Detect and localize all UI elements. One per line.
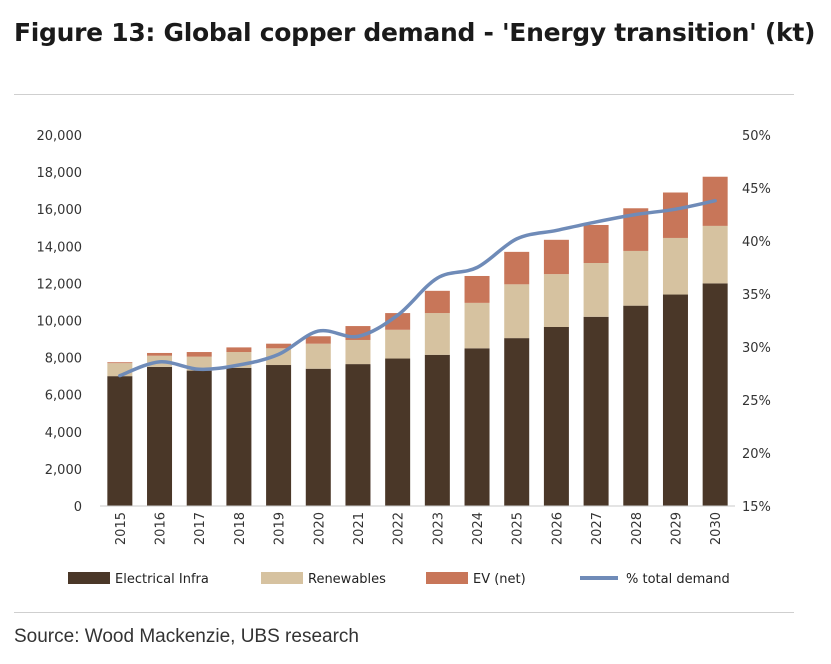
top-divider [14,94,794,95]
x-tick-label: 2028 [630,512,645,545]
left-tick-label: 4,000 [45,426,82,441]
right-tick-label: 30% [742,341,771,356]
bar-renewables-2024 [464,302,490,349]
bar-electrical-infra-2030 [702,283,728,506]
x-tick-label: 2025 [511,512,526,545]
right-tick-label: 25% [742,394,771,409]
bar-electrical-infra-2028 [623,305,649,506]
bar-electrical-infra-2029 [662,294,688,506]
bar-ev-net-2027 [583,224,609,263]
x-tick-label: 2027 [590,512,605,545]
x-tick-label: 2022 [392,512,407,545]
left-tick-label: 6,000 [45,389,82,404]
x-tick-label: 2015 [114,512,129,545]
left-tick-label: 20,000 [37,129,83,144]
legend-swatch [426,572,468,584]
bar-ev-net-2018 [226,347,252,353]
x-tick-label: 2016 [154,512,169,545]
bar-electrical-infra-2018 [226,367,252,506]
left-tick-label: 2,000 [45,463,82,478]
right-tick-label: 15% [742,500,771,515]
bar-renewables-2027 [583,262,609,317]
bar-renewables-2020 [305,343,331,369]
bar-ev-net-2020 [305,336,331,344]
bar-renewables-2026 [543,274,569,327]
bar-electrical-infra-2025 [504,338,530,506]
bar-ev-net-2019 [266,343,292,349]
x-tick-label: 2020 [312,512,327,545]
left-tick-label: 0 [74,500,82,515]
right-tick-label: 20% [742,447,771,462]
left-tick-label: 8,000 [45,352,82,367]
bar-ev-net-2017 [186,352,212,357]
left-axis: 0 2,000 4,000 6,000 8,000 10,000 12,000 14,000 1… [37,129,83,515]
bar-renewables-2025 [504,284,530,339]
bar-ev-net-2016 [147,352,173,356]
bar-ev-net-2029 [662,192,688,238]
legend-label: Electrical Infra [115,572,209,587]
x-axis: 2015 2016 2017 2018 2019 2020 2021 2022 2023 2024… [114,512,724,545]
right-tick-label: 50% [742,129,771,144]
bar-ev-net-2022 [385,313,411,330]
legend-swatch [261,572,303,584]
x-tick-label: 2029 [669,512,684,545]
chart: 0 2,000 4,000 6,000 8,000 10,000 12,000 14,000 1… [37,129,771,587]
x-tick-label: 2019 [273,512,288,545]
bars [107,176,728,506]
right-tick-label: 40% [742,235,771,250]
bar-electrical-infra-2024 [464,348,490,506]
x-tick-label: 2023 [431,512,446,545]
left-tick-label: 10,000 [37,315,83,330]
bar-ev-net-2025 [504,251,530,285]
right-tick-label: 45% [742,182,771,197]
legend-swatch [68,572,110,584]
right-tick-label: 35% [742,288,771,303]
left-tick-label: 18,000 [37,166,83,181]
bar-ev-net-2026 [543,239,569,275]
bar-renewables-2030 [702,225,728,284]
bar-ev-net-2023 [424,290,450,314]
chart-title: Figure 13: Global copper demand - 'Energ… [14,18,816,47]
bar-electrical-infra-2023 [424,354,450,506]
bottom-divider [14,612,794,613]
bar-electrical-infra-2021 [345,364,371,506]
bar-electrical-infra-2022 [385,358,411,506]
bar-electrical-infra-2027 [583,316,609,506]
bar-electrical-infra-2020 [305,368,331,506]
x-tick-label: 2030 [709,512,724,545]
bar-electrical-infra-2016 [147,366,173,506]
percent-line-series [118,198,717,378]
bar-renewables-2022 [385,329,411,359]
x-tick-label: 2026 [550,512,565,545]
right-axis: 15% 20% 25% 30% 35% 40% 45% 50% [742,129,771,515]
bar-ev-net-2024 [464,275,490,303]
legend-label: % total demand [626,572,730,587]
bar-renewables-2029 [662,237,688,295]
bar-renewables-2028 [623,250,649,306]
bar-electrical-infra-2026 [543,326,569,506]
left-tick-label: 16,000 [37,203,83,218]
legend: Electrical Infra Renewables EV (net) % tota… [68,572,730,587]
bar-renewables-2021 [345,339,371,365]
x-tick-label: 2018 [233,512,248,545]
x-tick-label: 2021 [352,512,367,545]
x-tick-label: 2024 [471,512,486,545]
bar-ev-net-2015 [107,362,133,364]
bar-electrical-infra-2017 [186,370,212,506]
left-tick-label: 12,000 [37,277,83,292]
bar-electrical-infra-2015 [107,376,133,506]
bar-renewables-2023 [424,313,450,355]
line-percent-total-demand [118,198,717,378]
source-note: Source: Wood Mackenzie, UBS research [14,626,359,647]
bar-electrical-infra-2019 [266,365,292,506]
legend-label: EV (net) [473,572,526,587]
legend-label: Renewables [308,572,386,587]
left-tick-label: 14,000 [37,240,83,255]
x-tick-label: 2017 [193,512,208,545]
